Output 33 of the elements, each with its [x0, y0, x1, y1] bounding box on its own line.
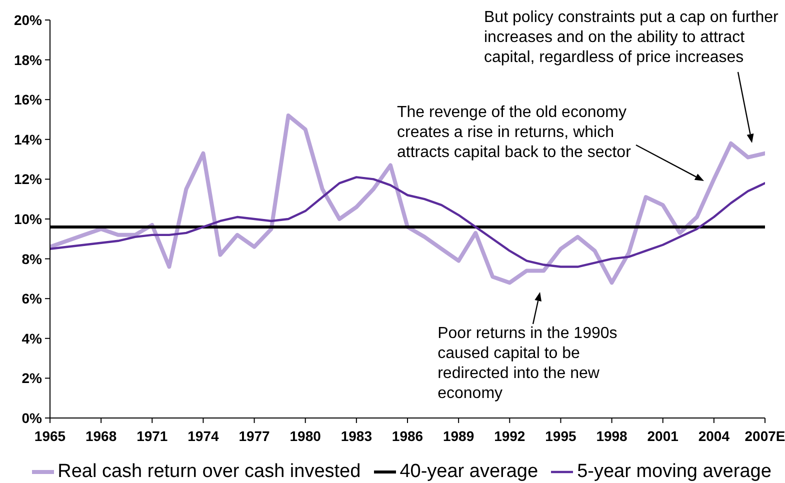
x-tick-label: 1998	[596, 428, 628, 444]
legend-label: Real cash return over cash invested	[58, 461, 361, 483]
x-tick-label: 1974	[188, 428, 219, 444]
y-tick-label: 18%	[14, 52, 43, 68]
x-tick-label: 1977	[238, 428, 270, 444]
y-tick-label: 16%	[14, 92, 43, 108]
x-tick-label: 1992	[494, 428, 526, 444]
y-tick-label: 20%	[14, 12, 43, 28]
y-tick-label: 8%	[22, 250, 43, 267]
y-tick-label: 12%	[14, 171, 43, 188]
legend-label: 5-year moving average	[577, 461, 772, 483]
x-tick-label: 2004	[698, 428, 730, 444]
x-tick-label: 1965	[34, 428, 66, 444]
x-tick-label: 1983	[340, 428, 372, 444]
x-tick-label: 1971	[136, 428, 168, 444]
legend-label: 40-year average	[400, 461, 538, 483]
y-tick-label: 4%	[22, 330, 43, 346]
x-tick-label: 2001	[647, 428, 679, 444]
y-tick-label: 6%	[22, 290, 43, 307]
x-tick-label: 1995	[545, 428, 576, 444]
y-tick-label: 2%	[22, 370, 43, 386]
x-tick-label: 1989	[442, 428, 474, 444]
annotation: But policy constraints put a cap on further increases and on the ability to attract capital, regardless of price increases	[484, 8, 780, 68]
x-tick-label: 1986	[392, 428, 424, 444]
annotation: Poor returns in the 1990s caused capital to be redirected into the new economy	[438, 324, 618, 404]
x-tick-label: 1968	[85, 428, 117, 444]
y-tick-label: 10%	[14, 210, 43, 227]
y-tick-label: 14%	[14, 131, 43, 148]
line-series	[50, 176, 765, 268]
x-tick-label: 1980	[290, 428, 322, 444]
y-tick-label: 0%	[22, 410, 43, 426]
x-tick-label: 2007E	[744, 428, 785, 444]
annotation: The revenge of the old economy creates a rise in returns, which attracts capital back to the sector	[397, 103, 632, 163]
